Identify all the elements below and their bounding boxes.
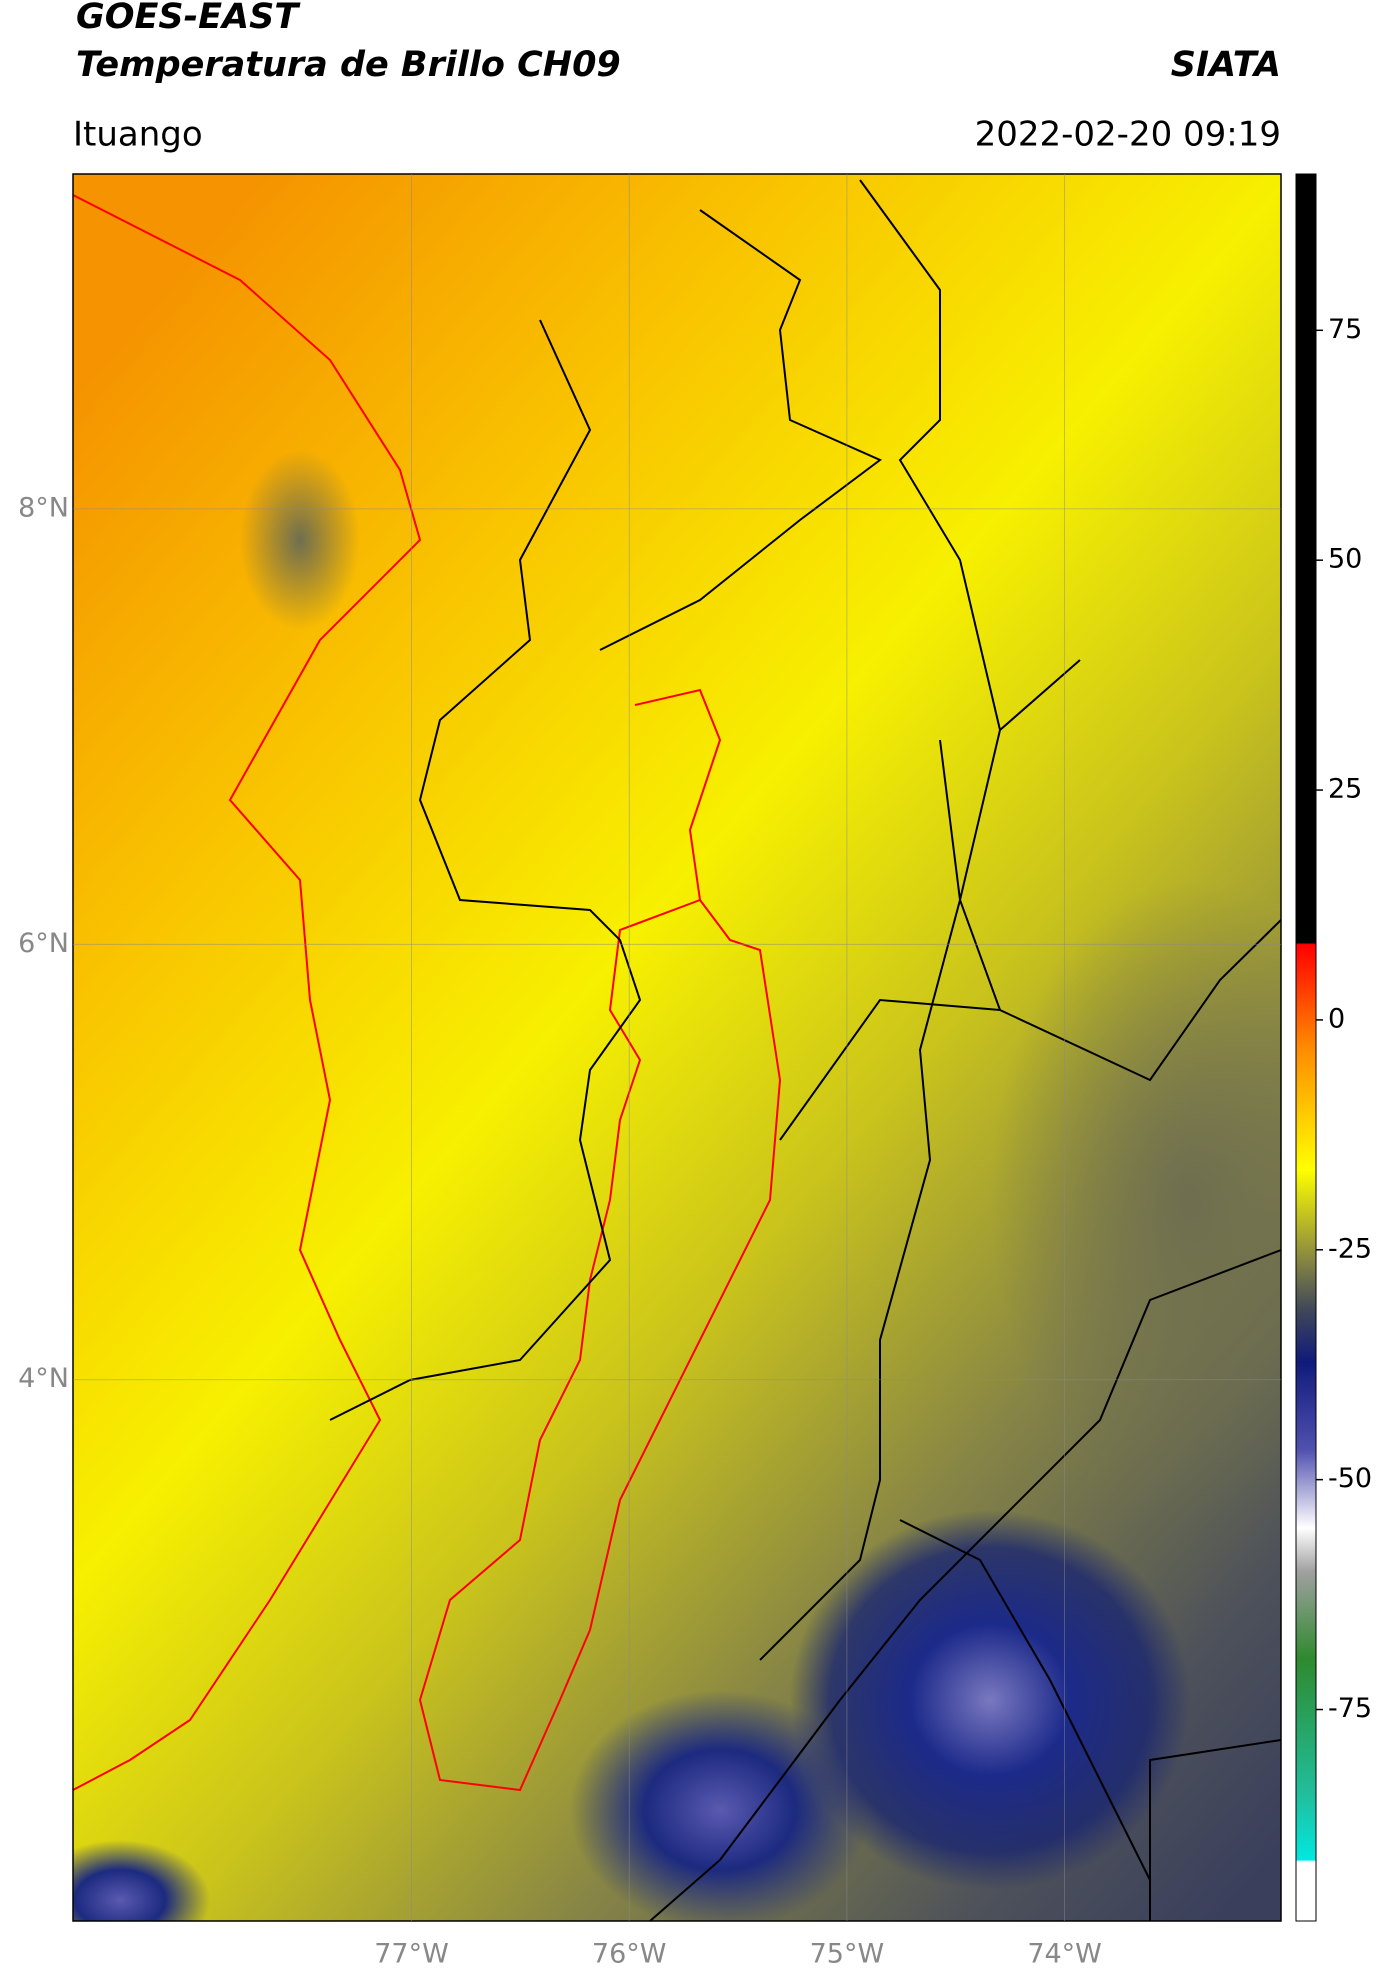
colorbar-tick-label: -50 [1328,1463,1372,1494]
y-tick-label: 6°N [18,928,69,959]
x-tick-label: 76°W [592,1939,667,1970]
subtitle: Temperatura de Brillo CH09 [76,45,621,85]
colorbar-tick-label: 50 [1328,544,1362,575]
location: Ituango [73,115,203,155]
colorbar-tick-label: 25 [1328,774,1362,805]
x-tick-label: 77°W [374,1939,449,1970]
colorbar [1295,173,1317,1922]
colorbar-tick-label: -25 [1328,1233,1372,1264]
datetime: 2022-02-20 09:19 [975,115,1281,155]
map-image [73,174,1281,1921]
colorbar-tick-label: 0 [1328,1003,1345,1034]
colorbar-tick-label: -75 [1328,1693,1372,1724]
title: GOES-EAST [76,0,301,37]
y-tick-label: 4°N [18,1363,69,1394]
x-tick-label: 74°W [1027,1939,1102,1970]
x-tick-label: 75°W [810,1939,885,1970]
y-tick-label: 8°N [18,492,69,523]
map-frame [72,173,1282,1922]
source: SIATA [1171,45,1281,85]
colorbar-tick-label: 75 [1328,314,1362,345]
